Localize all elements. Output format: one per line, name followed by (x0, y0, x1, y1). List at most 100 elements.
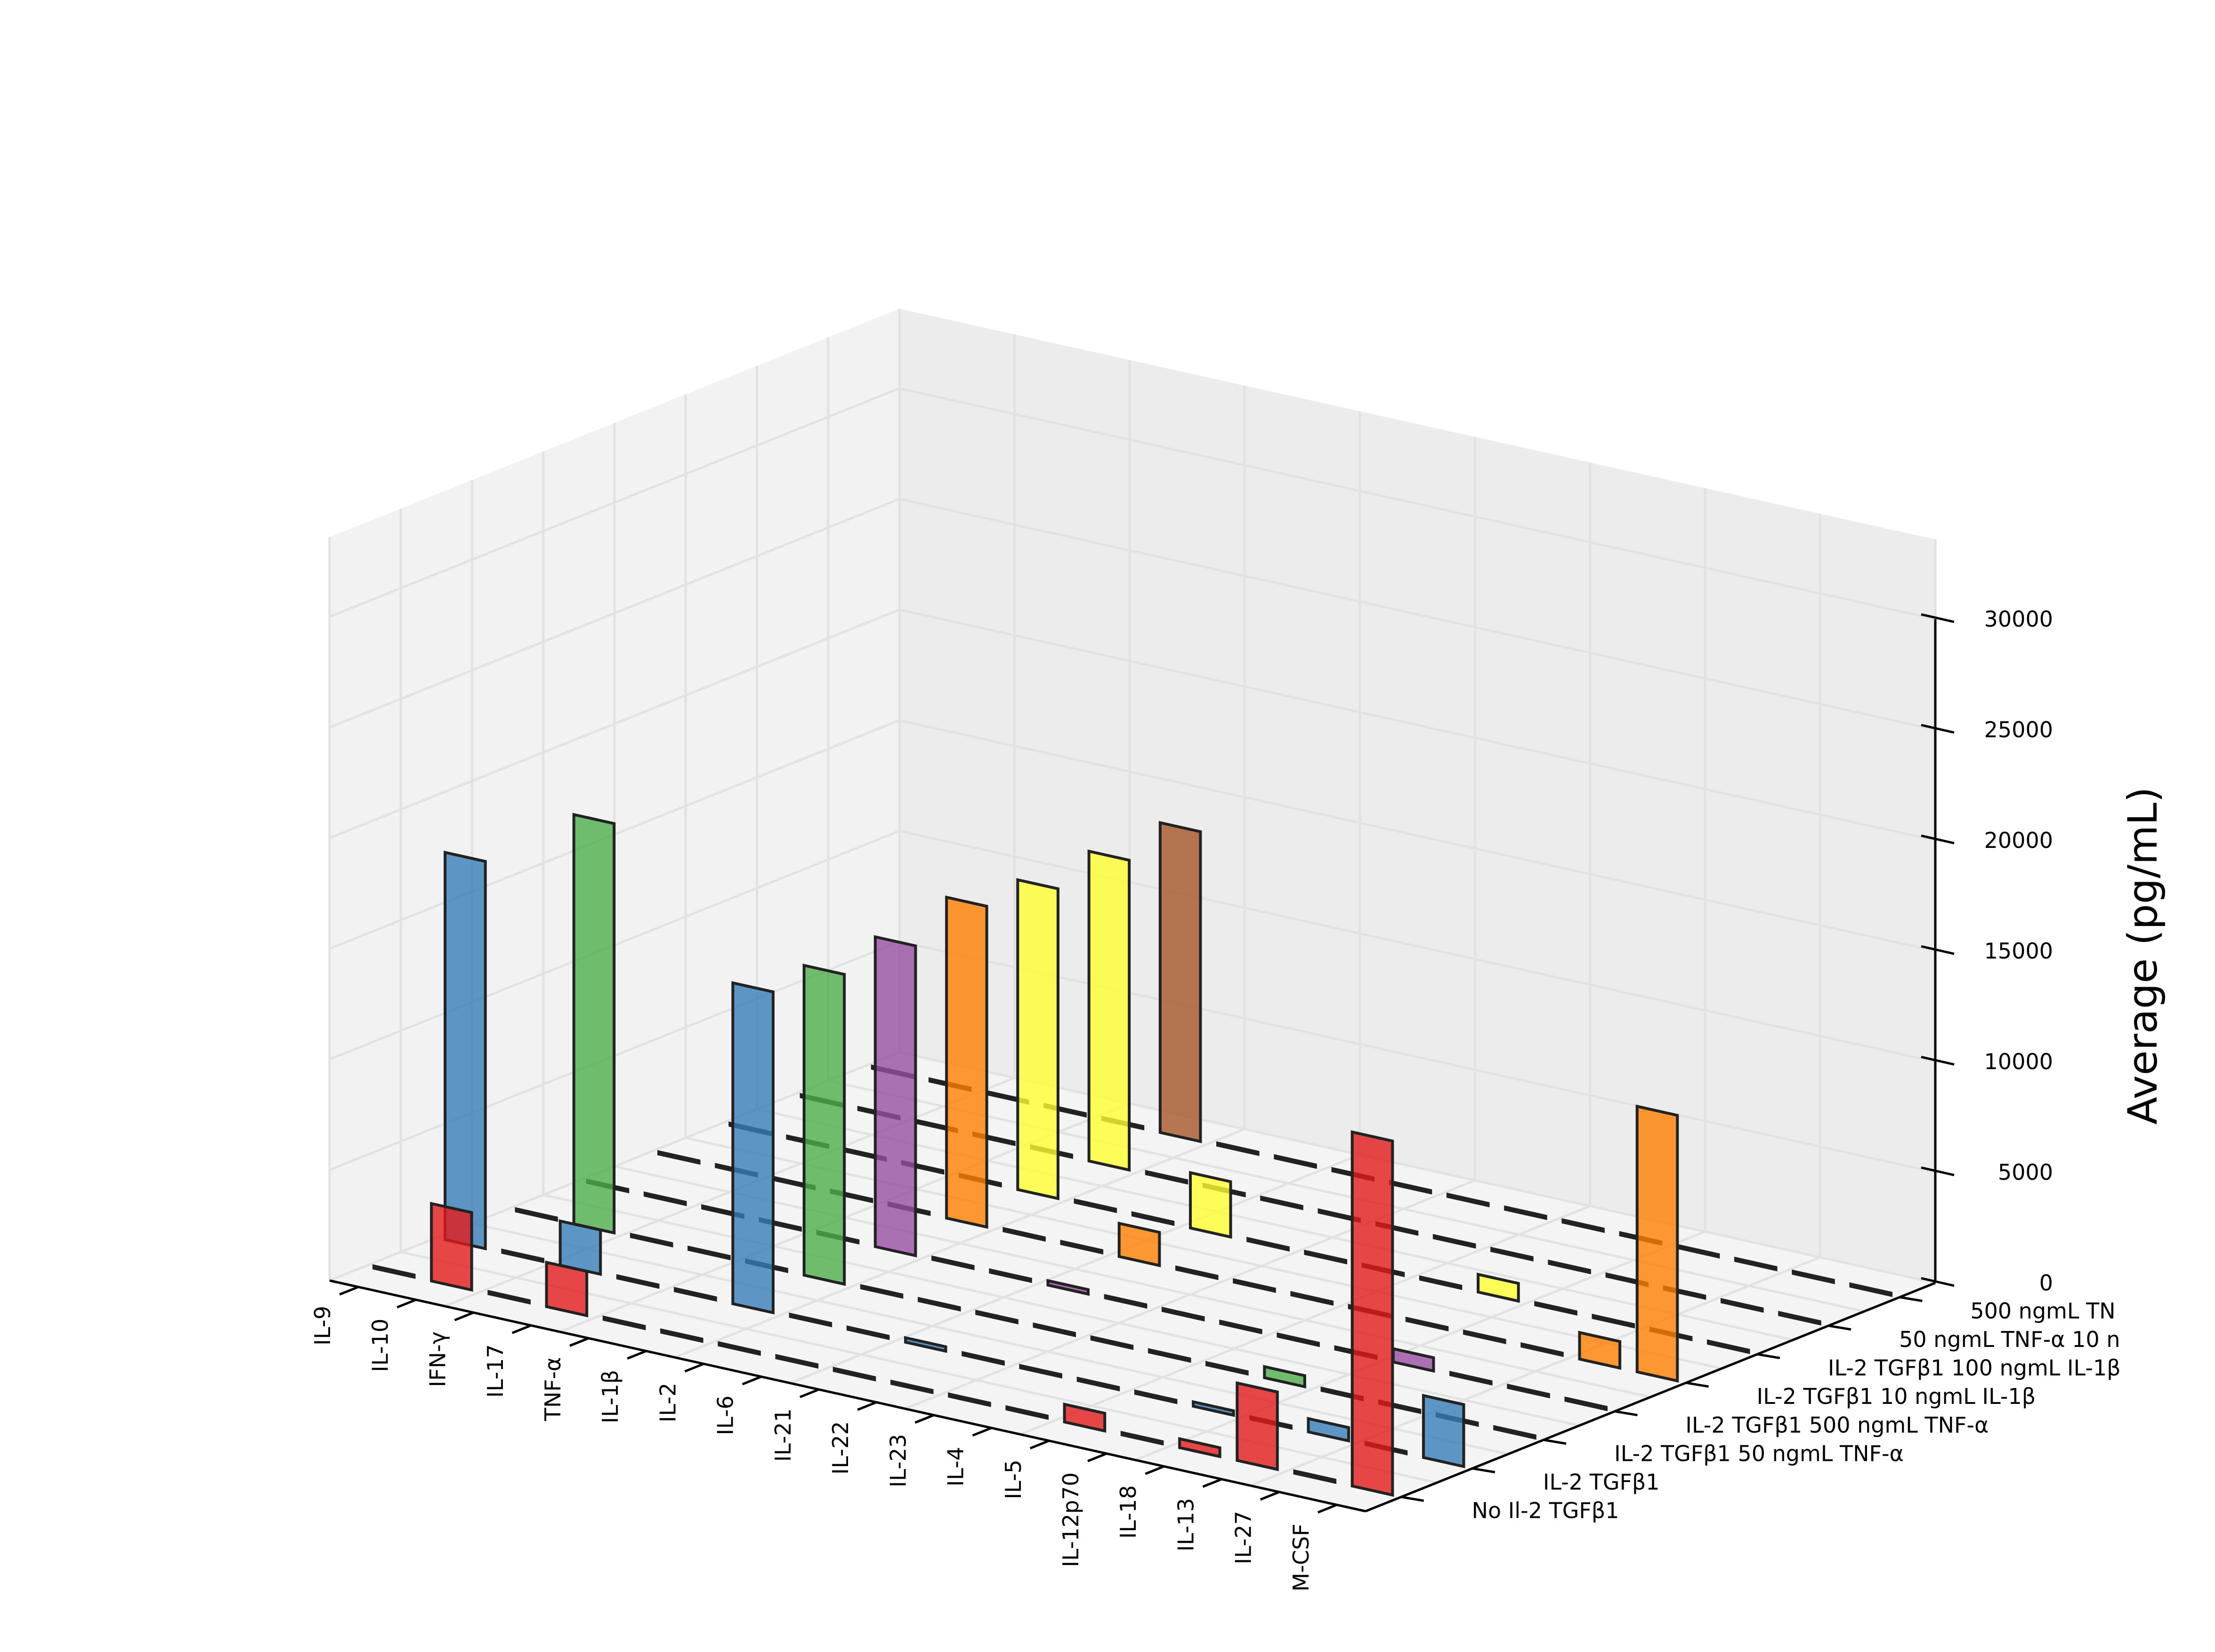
bar (1277, 1332, 1320, 1347)
series-bars (515, 813, 1536, 1440)
grid-floor-y (543, 1193, 1580, 1427)
bar (731, 981, 775, 1315)
y-tick (1401, 1496, 1424, 1502)
y-tick-label: IL-2 TGFβ1 50 ngmL TNF-α (1614, 1441, 1904, 1466)
bar (1019, 1363, 1062, 1379)
x-tick-label: IL-5 (1001, 1459, 1026, 1499)
bar (1405, 1316, 1449, 1331)
z-tick (1921, 945, 1955, 955)
x-tick (684, 1362, 704, 1373)
x-tick-label: IL-13 (1173, 1498, 1198, 1552)
bar (643, 1191, 687, 1206)
z-tick (1921, 834, 1955, 845)
bar (1263, 1365, 1306, 1389)
bar (430, 1201, 473, 1292)
z-tick-label: 0 (2039, 1270, 2053, 1296)
z-tick (1921, 1277, 1955, 1287)
bar (1076, 1377, 1120, 1392)
y-tick-label: IL-2 TGFβ1 100 ngmL IL-1β (1828, 1355, 2121, 1381)
series-bars (586, 935, 1608, 1411)
bar (802, 963, 846, 1286)
bar (1504, 1205, 1547, 1220)
y-tick (1757, 1353, 1780, 1360)
grid-back-z (899, 608, 1936, 842)
bar (1507, 1384, 1550, 1399)
labels-layer: Average (pg/mL) IL-9 IL-10 IFN-γ IL-17 TNF-α… (310, 606, 2166, 1591)
axis-lines (329, 613, 1955, 1514)
bar (1721, 1298, 1764, 1313)
bar (1233, 1278, 1276, 1293)
bar (1178, 1437, 1221, 1459)
x-tick (339, 1286, 359, 1296)
x-tick-label: M-CSF (1288, 1523, 1314, 1591)
bar (1060, 1240, 1104, 1255)
bar (1592, 1314, 1635, 1329)
x-tick-label: IL-27 (1231, 1511, 1256, 1564)
bar (1131, 1211, 1175, 1226)
y-tick-label: 500 ngmL TN (1970, 1298, 2115, 1323)
bar (1446, 1193, 1490, 1208)
x-tick-label: IL-18 (1116, 1485, 1141, 1539)
bar (718, 1341, 761, 1356)
z-tick-label: 15000 (1984, 938, 2053, 964)
bar (1219, 1319, 1262, 1335)
x-tick (569, 1337, 589, 1347)
z-tick (1921, 724, 1955, 734)
bar (1564, 1396, 1608, 1411)
bar (1205, 1361, 1249, 1376)
bar (572, 813, 616, 1235)
bar (833, 1367, 876, 1382)
x-tick (1145, 1465, 1165, 1475)
bar (1548, 1259, 1591, 1274)
bar (487, 1289, 531, 1305)
bar (918, 1297, 961, 1312)
bar (931, 1255, 975, 1271)
bar (1849, 1282, 1892, 1297)
x-tick-label: IL-21 (770, 1408, 796, 1462)
grid-floor-y (828, 1080, 1865, 1313)
bar (660, 1328, 703, 1343)
y-axis-line (1365, 1281, 1936, 1513)
z-tick-label: 30000 (1984, 606, 2053, 632)
bar (1117, 1221, 1161, 1267)
bar (1635, 1104, 1679, 1383)
y-tick (1543, 1438, 1567, 1445)
x-tick (1202, 1478, 1222, 1488)
y-tick (1828, 1324, 1851, 1331)
x-tick-label: IL-22 (828, 1421, 853, 1475)
bar (975, 1309, 1019, 1325)
bar (1016, 878, 1059, 1201)
y-tick-label: IL-2 TGFβ1 500 ngmL TNF-α (1685, 1412, 1989, 1438)
bar (1260, 1195, 1303, 1210)
y-tick (1472, 1467, 1496, 1474)
x-tick (914, 1414, 935, 1424)
bar (1422, 1394, 1465, 1468)
grid-back-z (899, 940, 1936, 1174)
bar (1192, 1400, 1235, 1417)
bar (890, 1379, 934, 1394)
bars-layer (372, 813, 1892, 1497)
grid-floor-y (471, 1222, 1509, 1456)
bar (1493, 1425, 1536, 1440)
bar (630, 1233, 673, 1248)
bar (616, 1274, 660, 1289)
bar (1707, 1339, 1750, 1354)
bar (1307, 1417, 1350, 1443)
x-tick-label: IL-4 (943, 1447, 969, 1486)
x-tick-label: IL-10 (367, 1319, 393, 1372)
z-tick (1921, 613, 1955, 623)
x-tick-label: IL-17 (483, 1344, 508, 1398)
bar (789, 1313, 833, 1328)
bar (948, 1392, 991, 1407)
x-tick (1260, 1491, 1280, 1501)
x-tick (1317, 1504, 1337, 1514)
y-tick-label: No Il-2 TGFβ1 (1472, 1498, 1619, 1523)
bar (444, 850, 487, 1250)
y-tick (1686, 1381, 1709, 1388)
x-tick (857, 1401, 877, 1411)
bar (1419, 1275, 1463, 1290)
x-axis-line (329, 1279, 1366, 1513)
back-pane (899, 308, 1935, 1283)
series-bars (800, 849, 1821, 1326)
